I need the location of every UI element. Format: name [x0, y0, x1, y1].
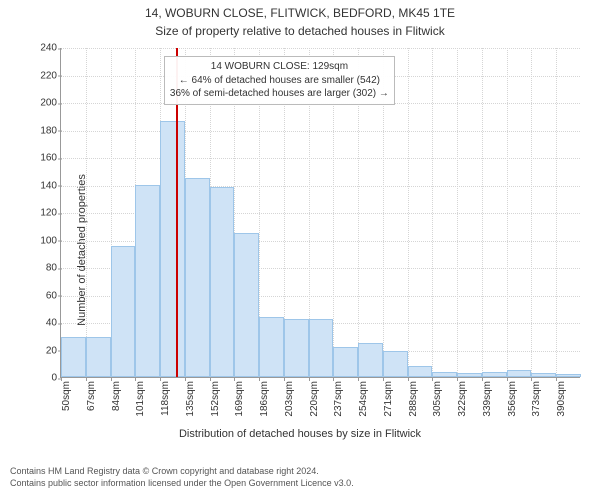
y-tick-label: 60 — [46, 290, 61, 301]
grid-line-v — [531, 48, 532, 377]
x-tick-label: 237sqm — [333, 381, 344, 417]
histogram-bar — [507, 370, 532, 377]
grid-line-v — [482, 48, 483, 377]
y-tick-label: 160 — [40, 153, 61, 164]
grid-line-v — [432, 48, 433, 377]
y-tick-label: 80 — [46, 263, 61, 274]
histogram-bar — [259, 317, 284, 378]
histogram-bar — [531, 373, 556, 377]
y-tick-label: 0 — [51, 373, 61, 384]
y-tick-label: 180 — [40, 125, 61, 136]
chart-footer: Contains HM Land Registry data © Crown c… — [0, 465, 600, 489]
histogram-bar — [358, 343, 383, 377]
grid-line-h — [61, 158, 580, 159]
histogram-bar — [234, 233, 259, 377]
histogram-bar — [556, 374, 581, 377]
x-tick-label: 203sqm — [284, 381, 295, 417]
y-tick-label: 200 — [40, 98, 61, 109]
x-tick-label: 271sqm — [383, 381, 394, 417]
grid-line-v — [86, 48, 87, 377]
annotation-line: 14 WOBURN CLOSE: 129sqm — [170, 60, 389, 74]
x-tick-label: 288sqm — [408, 381, 419, 417]
x-tick-label: 135sqm — [185, 381, 196, 417]
histogram-bar — [86, 337, 111, 377]
x-tick-label: 356sqm — [507, 381, 518, 417]
page-root: 14, WOBURN CLOSE, FLITWICK, BEDFORD, MK4… — [0, 0, 600, 500]
histogram-bar — [457, 373, 482, 377]
y-tick-label: 240 — [40, 43, 61, 54]
y-tick-label: 140 — [40, 180, 61, 191]
x-tick-label: 390sqm — [556, 381, 567, 417]
x-tick-label: 84sqm — [111, 381, 122, 411]
histogram-bar — [333, 347, 358, 377]
histogram-bar — [432, 372, 457, 378]
footer-line-2: Contains public sector information licen… — [10, 477, 600, 489]
y-tick-label: 120 — [40, 208, 61, 219]
y-tick-label: 40 — [46, 318, 61, 329]
histogram-bar — [111, 246, 136, 377]
x-tick-label: 152sqm — [210, 381, 221, 417]
annotation-box: 14 WOBURN CLOSE: 129sqm← 64% of detached… — [164, 56, 395, 105]
grid-line-v — [507, 48, 508, 377]
x-tick-label: 254sqm — [358, 381, 369, 417]
chart-title-line2: Size of property relative to detached ho… — [0, 24, 600, 38]
x-tick-label: 169sqm — [234, 381, 245, 417]
plot-area: 02040608010012014016018020022024050sqm67… — [60, 48, 580, 378]
x-tick-label: 322sqm — [457, 381, 468, 417]
histogram-bar — [135, 185, 160, 378]
histogram-bar — [408, 366, 433, 377]
annotation-line: 36% of semi-detached houses are larger (… — [170, 87, 389, 101]
histogram-bar — [482, 372, 507, 378]
y-tick-label: 220 — [40, 70, 61, 81]
y-tick-label: 20 — [46, 345, 61, 356]
x-tick-label: 101sqm — [135, 381, 146, 417]
x-tick-label: 305sqm — [432, 381, 443, 417]
x-tick-label: 118sqm — [160, 381, 171, 416]
histogram-bar — [284, 319, 309, 377]
y-tick-label: 100 — [40, 235, 61, 246]
footer-line-1: Contains HM Land Registry data © Crown c… — [10, 465, 600, 477]
grid-line-v — [556, 48, 557, 377]
grid-line-v — [457, 48, 458, 377]
x-tick-label: 339sqm — [482, 381, 493, 417]
annotation-line: ← 64% of detached houses are smaller (54… — [170, 74, 389, 88]
grid-line-h — [61, 48, 580, 49]
histogram-bar — [61, 337, 86, 377]
x-tick-label: 67sqm — [86, 381, 97, 411]
chart-title-line1: 14, WOBURN CLOSE, FLITWICK, BEDFORD, MK4… — [0, 6, 600, 20]
x-axis-label: Distribution of detached houses by size … — [0, 428, 600, 440]
histogram-bar — [210, 187, 235, 377]
x-tick-label: 220sqm — [309, 381, 320, 417]
x-tick-label: 373sqm — [531, 381, 542, 417]
x-tick-label: 50sqm — [61, 381, 72, 411]
x-tick-label: 186sqm — [259, 381, 270, 417]
grid-line-v — [408, 48, 409, 377]
histogram-bar — [383, 351, 408, 377]
histogram-bar — [309, 319, 334, 377]
grid-line-h — [61, 131, 580, 132]
histogram-bar — [185, 178, 210, 377]
histogram-bar — [160, 121, 185, 377]
